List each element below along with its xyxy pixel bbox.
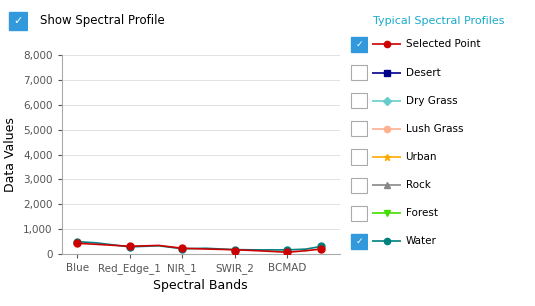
FancyBboxPatch shape: [351, 149, 366, 165]
FancyBboxPatch shape: [351, 121, 366, 136]
X-axis label: Spectral Bands: Spectral Bands: [154, 279, 248, 293]
Text: Show Spectral Profile: Show Spectral Profile: [40, 14, 165, 27]
Text: Dry Grass: Dry Grass: [406, 96, 457, 106]
FancyBboxPatch shape: [351, 37, 366, 52]
Text: Urban: Urban: [406, 152, 437, 162]
Text: Lush Grass: Lush Grass: [406, 124, 463, 134]
FancyBboxPatch shape: [351, 93, 366, 108]
Text: ✓: ✓: [355, 40, 363, 49]
Text: ✓: ✓: [13, 16, 23, 26]
FancyBboxPatch shape: [351, 234, 366, 249]
FancyBboxPatch shape: [351, 177, 366, 193]
Text: Forest: Forest: [406, 208, 438, 218]
Text: Water: Water: [406, 237, 437, 246]
Text: Rock: Rock: [406, 180, 430, 190]
FancyBboxPatch shape: [9, 12, 27, 30]
Text: Selected Point: Selected Point: [406, 39, 480, 49]
Text: Desert: Desert: [406, 68, 440, 77]
FancyBboxPatch shape: [351, 65, 366, 80]
FancyBboxPatch shape: [351, 206, 366, 221]
Y-axis label: Data Values: Data Values: [4, 117, 18, 192]
Text: Typical Spectral Profiles: Typical Spectral Profiles: [373, 16, 505, 26]
Text: ✓: ✓: [355, 237, 363, 246]
